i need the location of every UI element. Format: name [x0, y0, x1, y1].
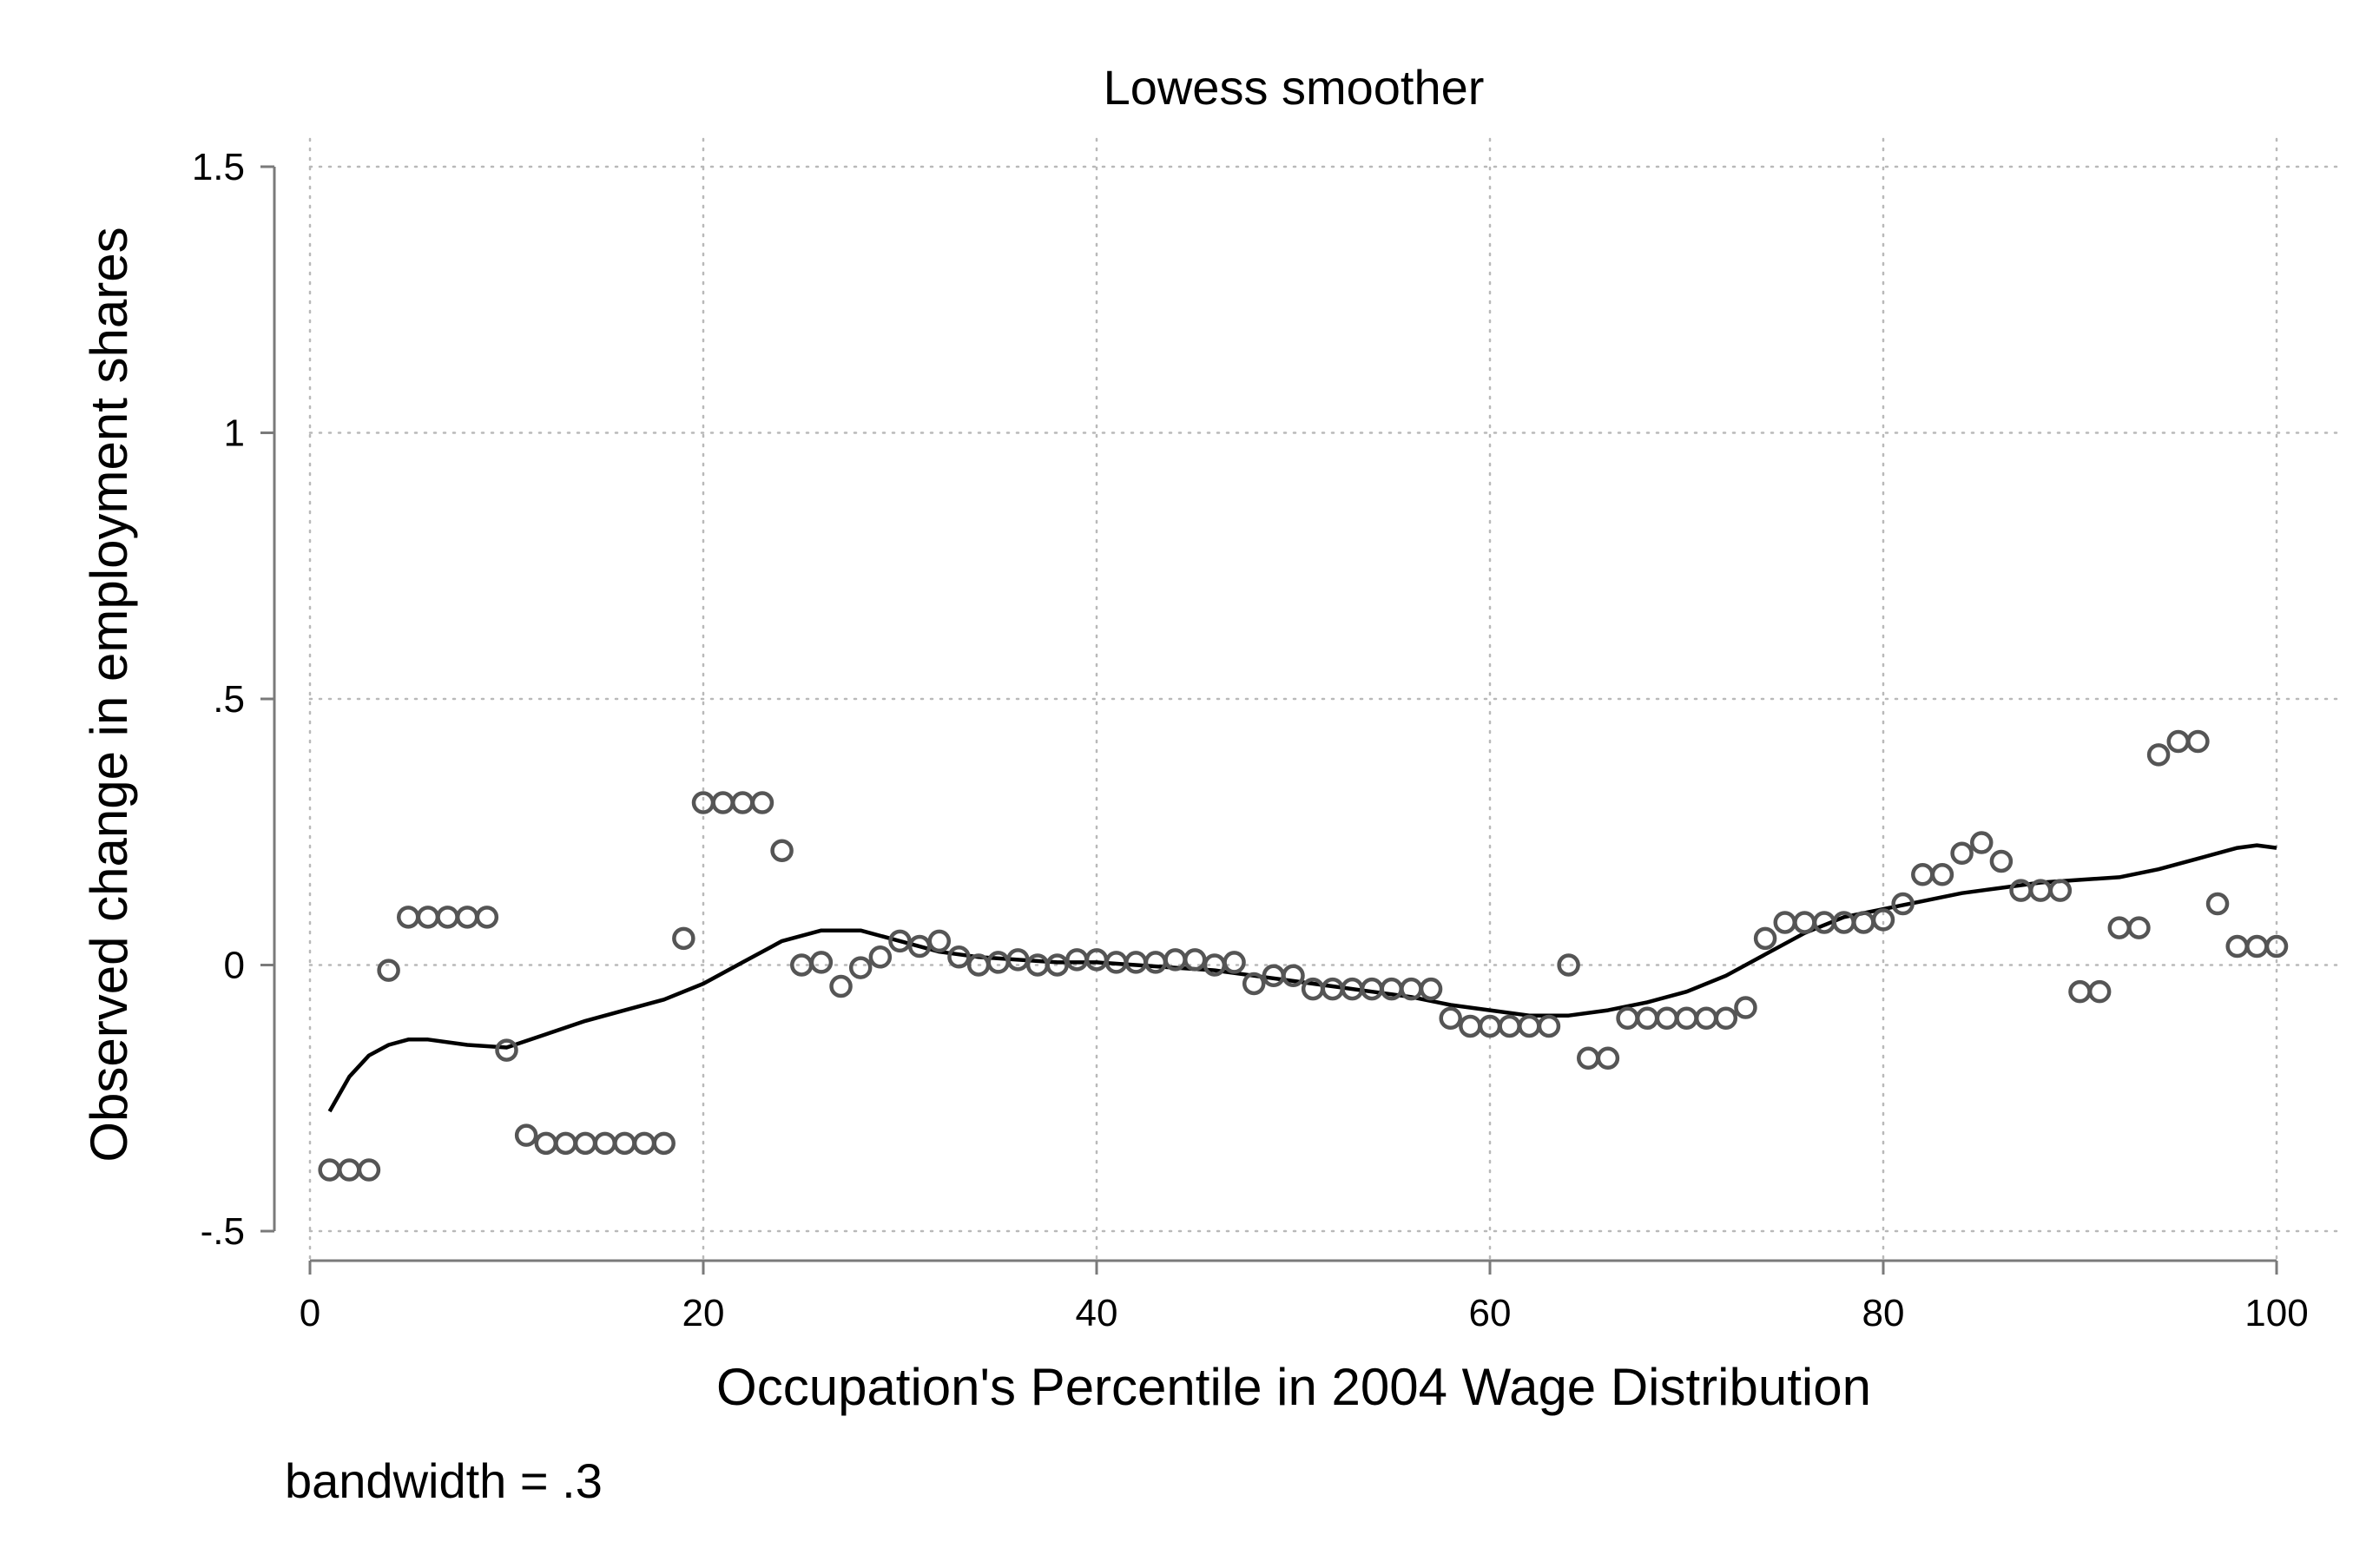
data-point: [1950, 841, 1974, 866]
data-point: [1596, 1046, 1620, 1071]
data-point: [1439, 1006, 1462, 1031]
data-point: [927, 929, 952, 953]
data-point: [652, 1131, 676, 1156]
x-tick-label: 0: [300, 1292, 320, 1334]
y-tick-label: -.5: [201, 1210, 245, 1253]
data-point: [2127, 916, 2151, 939]
data-point: [1282, 964, 1305, 988]
y-tick-label: 1: [224, 412, 245, 455]
data-point: [809, 951, 834, 974]
data-point: [868, 945, 893, 969]
data-point: [1557, 953, 1580, 977]
data-point: [848, 956, 873, 979]
data-point: [1223, 951, 1246, 974]
y-tick-label: 1.5: [192, 146, 245, 188]
data-point: [475, 906, 499, 929]
data-point: [1891, 892, 1915, 916]
data-point: [1419, 977, 1443, 1001]
data-point: [2186, 729, 2210, 754]
data-point: [2048, 879, 2073, 902]
x-tick-label: 60: [1469, 1292, 1512, 1334]
data-point: [829, 974, 853, 998]
data-point: [1537, 1014, 1561, 1038]
data-point: [1734, 996, 1757, 1019]
data-point: [1753, 926, 1777, 951]
gridlines: [308, 137, 2339, 1261]
data-point: [1871, 908, 1895, 932]
data-point: [2146, 743, 2171, 767]
y-axis-label: Observed change in employment shares: [80, 227, 138, 1162]
y-tick-label: 0: [224, 945, 245, 987]
data-point: [947, 945, 971, 969]
data-point: [1242, 972, 1266, 996]
axes: -.5 0 .5 1 1.5 0 20 40 60 80 100: [192, 146, 2309, 1334]
y-tick-label: .5: [213, 678, 245, 721]
x-tick-label: 100: [2244, 1292, 2308, 1334]
x-tick-label: 40: [1076, 1292, 1118, 1334]
data-point: [1930, 863, 1954, 886]
data-point: [495, 1038, 518, 1062]
data-point: [514, 1123, 538, 1147]
data-point: [1989, 849, 2014, 873]
data-point: [2087, 979, 2112, 1004]
data-point: [1970, 831, 1994, 854]
x-tick-label: 80: [1862, 1292, 1905, 1334]
x-tick-label: 20: [682, 1292, 725, 1334]
data-point: [377, 959, 400, 982]
data-point: [672, 926, 695, 951]
data-point: [2264, 934, 2289, 959]
scatter-points: [318, 729, 2289, 1182]
data-point: [357, 1158, 381, 1182]
x-axis-label: Occupation's Percentile in 2004 Wage Dis…: [716, 1358, 1871, 1416]
data-point: [750, 791, 774, 814]
data-point: [1714, 1006, 1738, 1031]
chart-title: Lowess smoother: [1104, 60, 1485, 115]
smoother-layer: [327, 843, 2277, 1113]
bandwidth-note: bandwidth = .3: [285, 1453, 603, 1508]
data-point: [770, 839, 794, 862]
data-point: [2205, 892, 2230, 916]
lowess-line: [327, 843, 2277, 1113]
